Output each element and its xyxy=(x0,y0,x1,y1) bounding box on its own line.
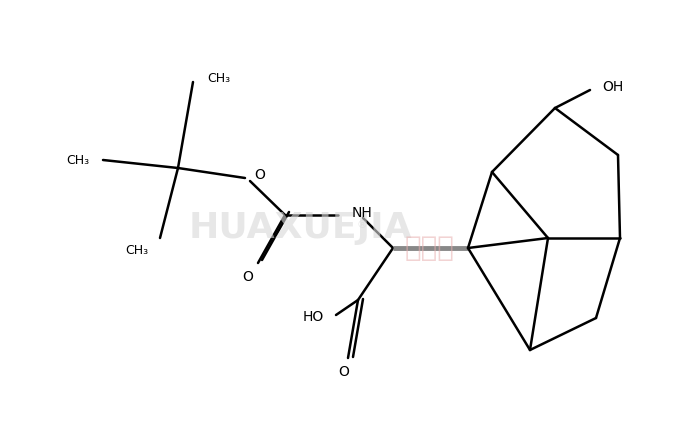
Text: OH: OH xyxy=(602,80,624,94)
Text: CH₃: CH₃ xyxy=(125,244,148,257)
Text: O: O xyxy=(254,168,265,182)
Text: O: O xyxy=(339,365,350,379)
Text: CH₃: CH₃ xyxy=(207,71,230,85)
Text: NH: NH xyxy=(352,206,373,220)
Text: ®: ® xyxy=(357,220,368,230)
Text: HO: HO xyxy=(303,310,324,324)
Text: O: O xyxy=(243,270,254,284)
Text: HUAXUEJIA: HUAXUEJIA xyxy=(188,211,412,245)
Text: 化学加: 化学加 xyxy=(405,234,455,262)
Text: CH₃: CH₃ xyxy=(66,153,89,166)
